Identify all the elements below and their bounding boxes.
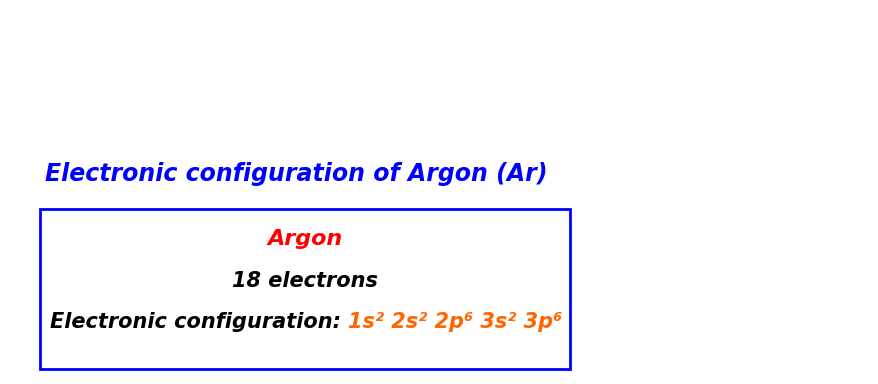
- Text: Electronic configuration:: Electronic configuration:: [50, 312, 348, 332]
- Text: 1s² 2s² 2p⁶ 3s² 3p⁶: 1s² 2s² 2p⁶ 3s² 3p⁶: [348, 312, 562, 332]
- Text: Electronic configuration of Argon (Ar): Electronic configuration of Argon (Ar): [45, 162, 547, 186]
- Text: 18 electrons: 18 electrons: [232, 271, 378, 291]
- Bar: [40, 209, 569, 369]
- Text: Argon: Argon: [267, 229, 342, 249]
